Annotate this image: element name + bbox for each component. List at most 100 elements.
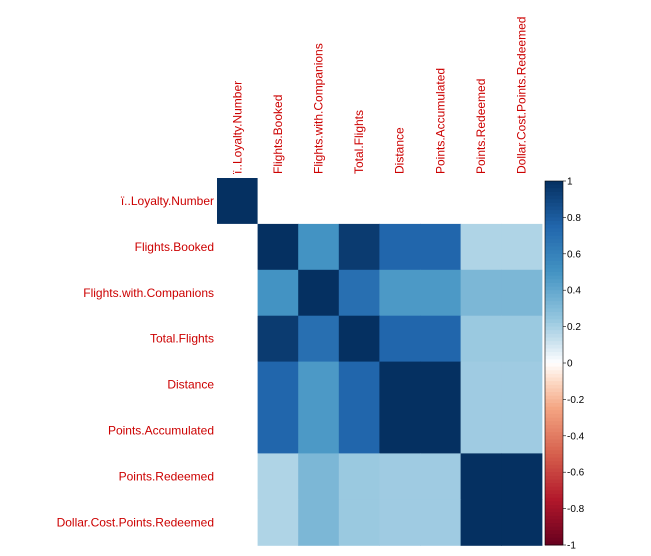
colorbar-segment	[545, 304, 563, 309]
colorbar-segment	[545, 231, 563, 237]
colorbar-segment	[545, 541, 563, 546]
column-label: Distance	[393, 127, 407, 174]
colorbar-segment	[545, 363, 563, 368]
colorbar-segment	[545, 250, 563, 255]
row-label: Distance	[167, 378, 214, 392]
heatmap-cell	[298, 223, 340, 271]
colorbar-segment	[545, 392, 563, 397]
colorbar-segment	[545, 261, 563, 266]
colorbar-segment	[545, 395, 563, 400]
heatmap-cell	[379, 269, 421, 317]
colorbar-segment	[545, 352, 563, 357]
heatmap-cell	[217, 499, 259, 546]
heatmap-cell	[298, 407, 340, 454]
colorbar-segment	[545, 282, 563, 288]
colorbar-tick-label: 0.6	[567, 249, 581, 260]
colorbar-segment	[545, 508, 563, 513]
heatmap-cell	[501, 269, 543, 317]
heatmap-cell	[298, 269, 340, 317]
colorbar-segment	[545, 217, 563, 222]
heatmap-cell	[338, 499, 380, 546]
colorbar-segment	[545, 312, 563, 317]
colorbar-segment	[545, 523, 563, 528]
column-label: Points.Accumulated	[433, 68, 447, 174]
colorbar-segment	[545, 486, 563, 491]
heatmap-cell	[501, 315, 543, 363]
colorbar-segment	[545, 483, 563, 488]
heatmap-cell	[217, 407, 259, 454]
colorbar-segment	[545, 228, 563, 233]
colorbar-segment	[545, 373, 563, 379]
colorbar-segment	[545, 446, 563, 451]
heatmap-cell	[257, 178, 299, 225]
colorbar-segment	[545, 450, 563, 455]
colorbar-segment	[545, 428, 563, 433]
colorbar-segment	[545, 399, 563, 404]
heatmap-cell	[257, 223, 299, 271]
colorbar-segment	[545, 301, 563, 306]
heatmap-cell	[217, 453, 259, 500]
colorbar: 1 0.8 0.6 0.4 0.2 0 -0.2 -0.4 -0.6 -0.8 -1	[544, 177, 585, 552]
heatmap-cell	[460, 178, 502, 225]
colorbar-tick-label: -0.6	[567, 468, 585, 479]
column-labels: ï..Loyalty.Number Flights.Booked Flights.w…	[230, 17, 528, 174]
colorbar-segment	[545, 370, 563, 375]
colorbar-segment	[545, 406, 563, 411]
heatmap-cell	[460, 407, 502, 454]
colorbar-segment	[545, 246, 563, 251]
colorbar-segment	[545, 494, 563, 499]
heatmap-cell	[257, 499, 299, 546]
colorbar-segment	[545, 344, 563, 349]
colorbar-segment	[545, 388, 563, 393]
row-label: Flights.Booked	[135, 240, 214, 254]
heatmap-cell	[257, 315, 299, 363]
heatmap-cell	[420, 499, 462, 546]
colorbar-segment	[545, 239, 563, 244]
colorbar-segment	[545, 206, 563, 211]
colorbar-segment	[545, 377, 563, 382]
colorbar-segment	[545, 210, 563, 215]
colorbar-segment	[545, 253, 563, 258]
row-label: Dollar.Cost.Points.Redeemed	[57, 515, 214, 529]
heatmap-cell	[217, 223, 259, 271]
colorbar-segment	[545, 413, 563, 419]
colorbar-segment	[545, 355, 563, 360]
colorbar-segment	[545, 224, 563, 229]
heatmap-cell	[338, 453, 380, 500]
colorbar-tick-label: 0.4	[567, 286, 581, 297]
colorbar-segment	[545, 315, 563, 320]
colorbar-segment	[545, 348, 563, 353]
colorbar-segment	[545, 472, 563, 477]
heatmap-cell	[338, 315, 380, 363]
colorbar-segment	[545, 479, 563, 484]
colorbar-segment	[545, 341, 563, 346]
heatmap-cell	[257, 269, 299, 317]
heatmap-cell	[257, 407, 299, 454]
colorbar-tick-label: 1	[567, 177, 573, 188]
colorbar-segment	[545, 515, 563, 521]
heatmap-cell	[420, 223, 462, 271]
colorbar-tick-label: -0.8	[567, 504, 585, 515]
heatmap-cell	[420, 269, 462, 317]
colorbar-segment	[545, 403, 563, 408]
heatmap-cell	[501, 407, 543, 454]
column-label: Flights.Booked	[271, 95, 285, 174]
heatmap-cell	[379, 178, 421, 225]
colorbar-segment	[545, 468, 563, 473]
heatmap-cell	[420, 361, 462, 409]
heatmap-cell	[460, 453, 502, 500]
column-label: Total.Flights	[352, 110, 366, 174]
heatmap-cell	[298, 453, 340, 500]
colorbar-segment	[545, 279, 563, 284]
colorbar-segment	[545, 417, 563, 422]
heatmap-cell	[420, 315, 462, 363]
colorbar-segment	[545, 501, 563, 506]
colorbar-segment	[545, 184, 563, 189]
colorbar-segment	[545, 275, 563, 280]
colorbar-tick-label: 0.8	[567, 213, 581, 224]
colorbar-segment	[545, 221, 563, 226]
colorbar-segment	[545, 534, 563, 539]
heatmap-cell	[501, 178, 543, 225]
row-label: Points.Accumulated	[108, 423, 214, 437]
